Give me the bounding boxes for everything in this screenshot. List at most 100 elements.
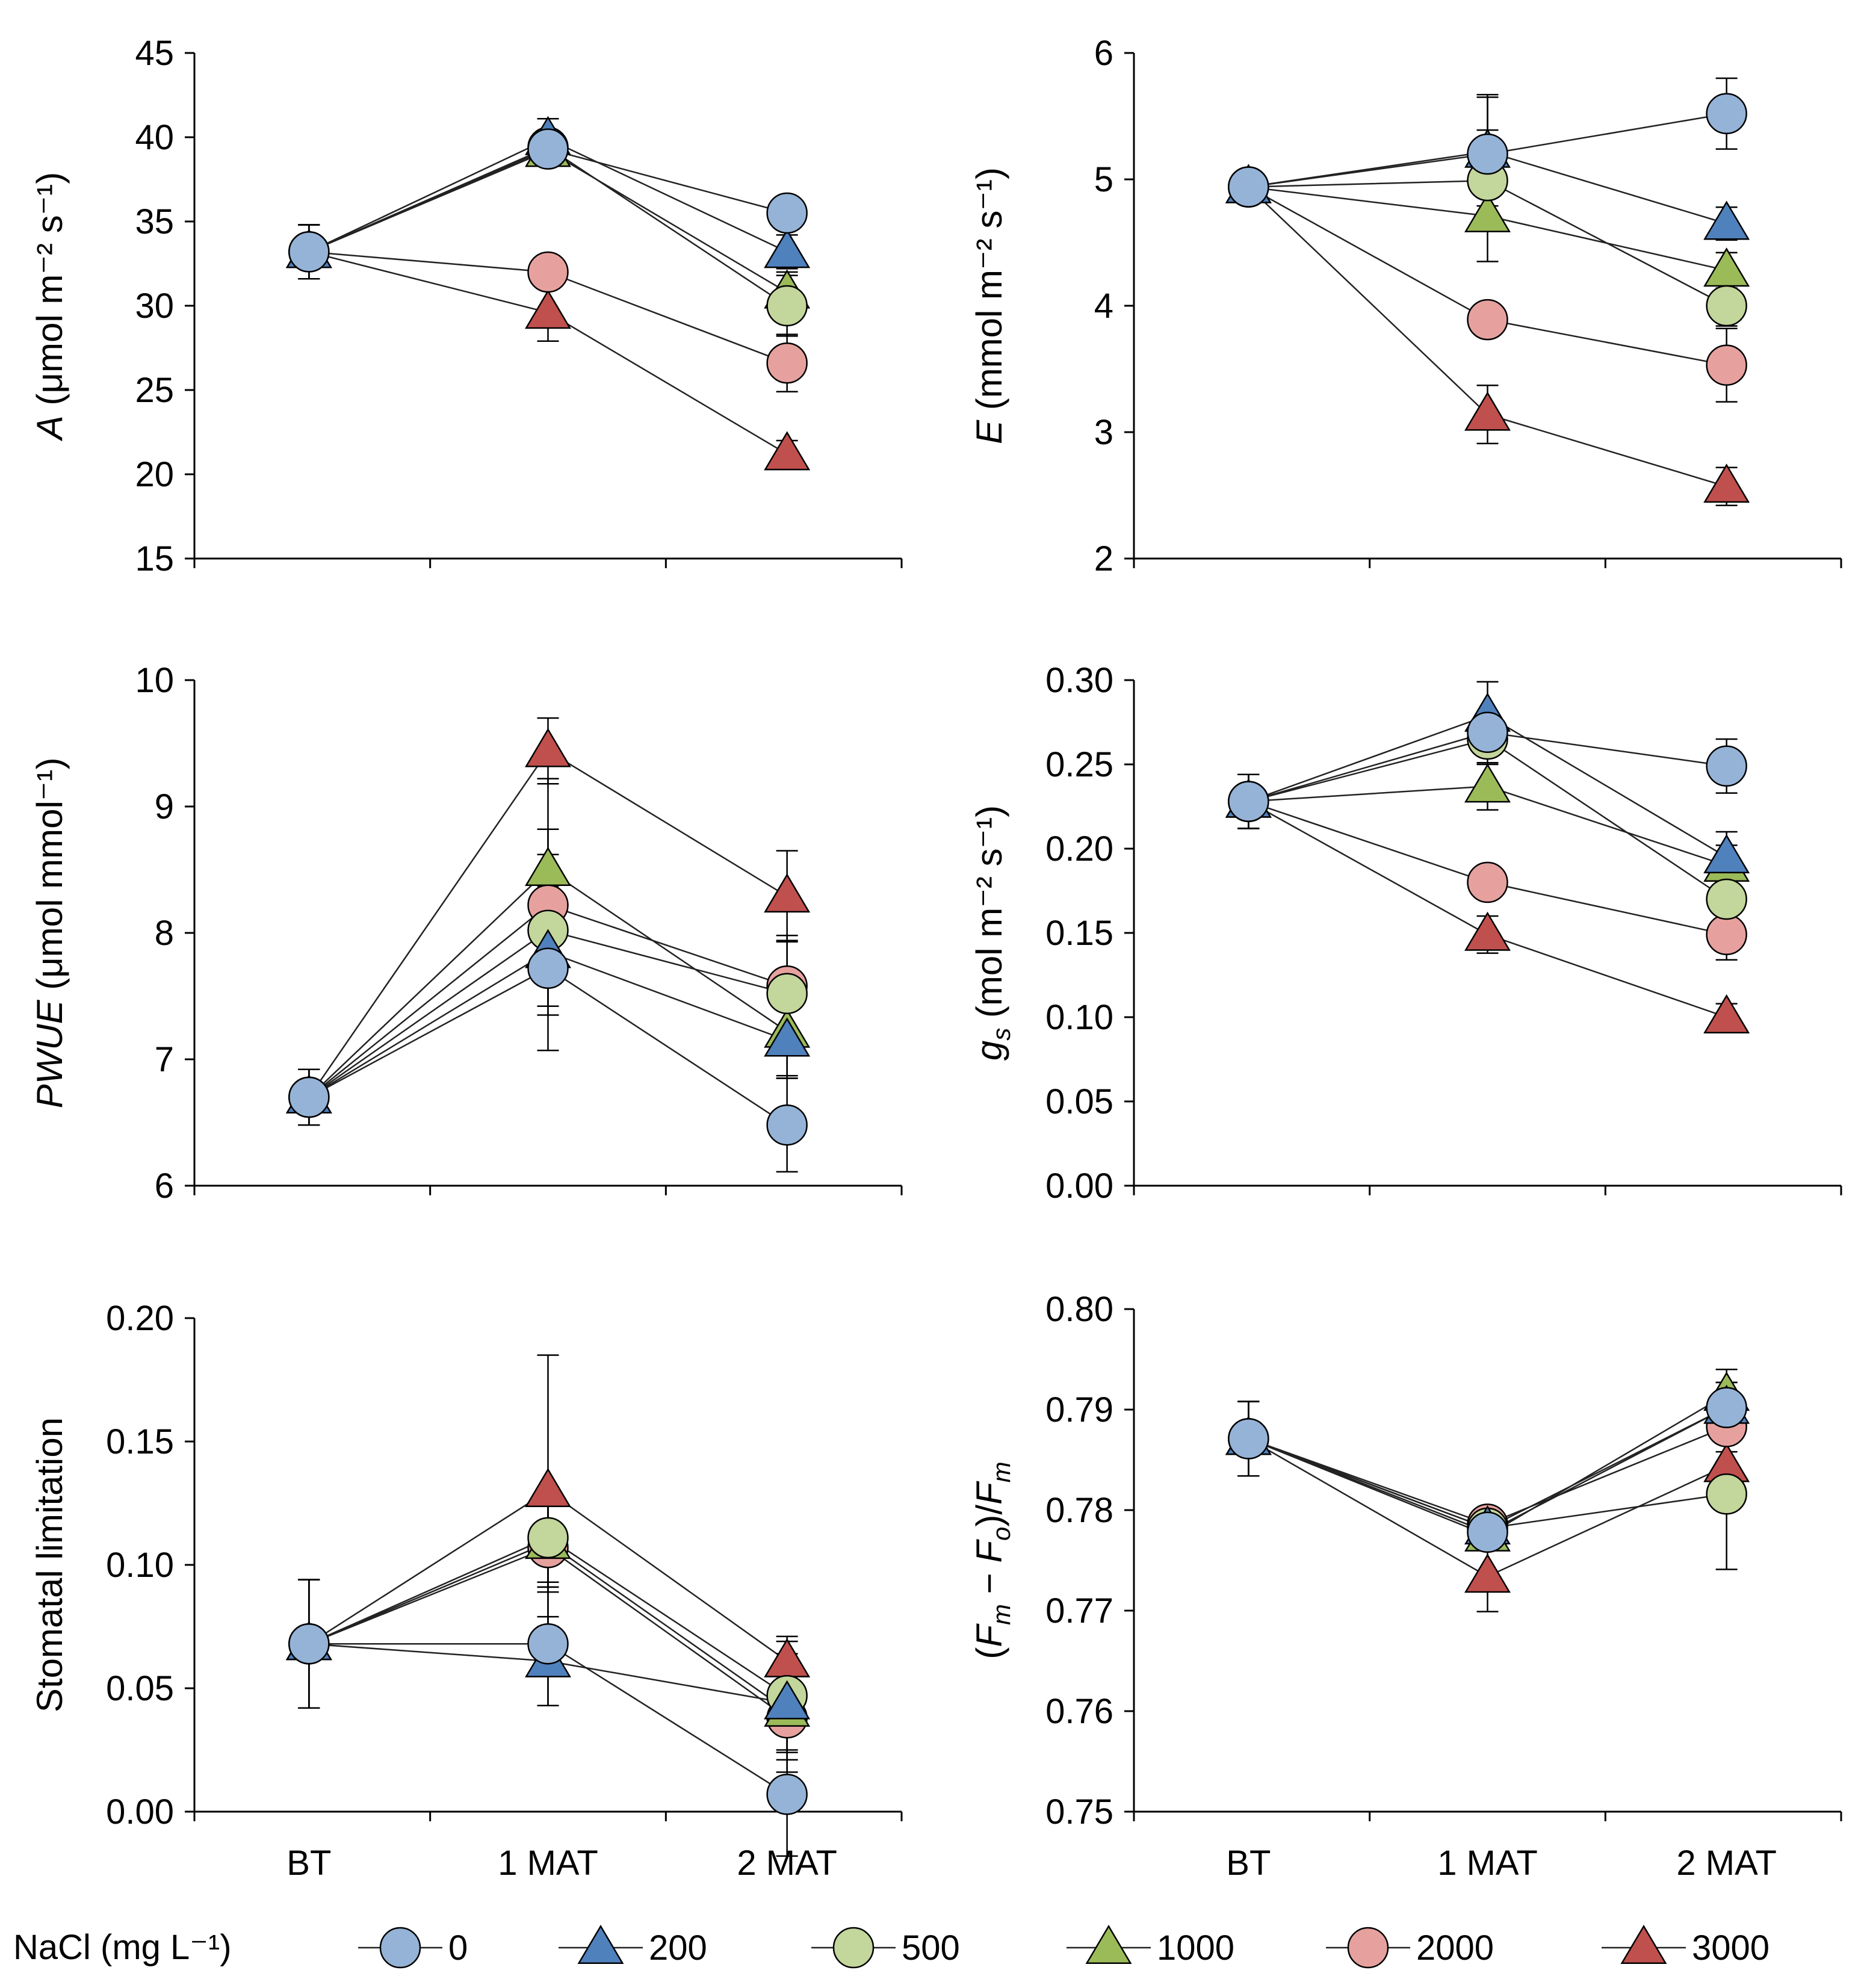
data-point-3000 xyxy=(1464,391,1511,431)
x-tick-label: 2 MAT xyxy=(1676,1844,1777,1883)
y-tick-label: 40 xyxy=(135,118,174,157)
data-point-0 xyxy=(766,192,808,234)
legend-item-3000: 3000 xyxy=(1602,1924,1770,1968)
data-point-0 xyxy=(288,1076,330,1118)
data-point-500 xyxy=(1706,878,1747,920)
data-point-200 xyxy=(764,1680,811,1720)
data-point-500 xyxy=(1706,1473,1747,1515)
data-point-3000 xyxy=(1464,1553,1511,1593)
legend-marker xyxy=(832,1927,875,1969)
y-tick-label: 20 xyxy=(135,455,174,494)
data-point-0 xyxy=(527,947,569,989)
legend-label: 3000 xyxy=(1692,1928,1770,1968)
data-point-3000 xyxy=(1703,463,1750,503)
data-point-3000 xyxy=(764,1638,811,1677)
legend: NaCl (mg L⁻¹) 0 200 500 1000 2000 3000 xyxy=(13,1924,1770,1969)
panel-gs: 0.00 0.05 0.10 0.15 0.20 0.25 0.30 gs​ (mol m⁻²… xyxy=(969,661,1842,1206)
data-point-3000 xyxy=(1464,911,1511,951)
y-tick-label: 0.25 xyxy=(1045,745,1113,784)
y-tick-label: 0.15 xyxy=(106,1422,174,1461)
y-tick-label: 6 xyxy=(1094,34,1113,73)
y-tick-label: 6 xyxy=(155,1166,174,1206)
data-point-0 xyxy=(1706,745,1747,787)
y-tick-label: 0.00 xyxy=(1045,1166,1113,1206)
y-tick-label: 0.76 xyxy=(1045,1692,1113,1731)
data-point-1000 xyxy=(525,846,571,886)
y-tick-label: 0.05 xyxy=(106,1669,174,1708)
y-axis-title: (Fm​ − Fo​)/Fm​ xyxy=(969,1461,1015,1659)
data-point-200 xyxy=(1703,834,1750,873)
legend-marker xyxy=(1347,1927,1389,1969)
y-axis-title: PWUE (μmol mmol⁻¹) xyxy=(29,758,70,1109)
y-tick-label: 0.15 xyxy=(1045,914,1113,953)
data-point-500 xyxy=(766,285,808,327)
legend-marker xyxy=(1085,1924,1132,1964)
x-tick-label: BT xyxy=(286,1844,331,1883)
panel-PWUE: 6 7 8 9 10 PWUE (μmol mmol⁻¹) xyxy=(29,661,903,1206)
data-point-3000 xyxy=(525,728,571,767)
y-tick-label: 0.00 xyxy=(106,1792,174,1832)
y-tick-label: 0.77 xyxy=(1045,1591,1113,1630)
y-tick-label: 15 xyxy=(135,539,174,578)
panel-A: 15 20 25 30 35 40 45 A (μmol m⁻² s⁻¹) xyxy=(29,34,903,578)
data-point-0 xyxy=(1467,1511,1508,1553)
data-point-3000 xyxy=(525,290,571,329)
data-point-200 xyxy=(764,1017,811,1057)
panel-FvFm: 0.75 0.76 0.77 0.78 0.79 0.80 BT 1 MAT 2 MAT (Fm​… xyxy=(969,1290,1842,1883)
data-point-2000 xyxy=(527,251,569,293)
y-tick-label: 5 xyxy=(1094,160,1113,199)
x-tick-label: 1 MAT xyxy=(498,1844,598,1883)
y-tick-label: 0.75 xyxy=(1045,1792,1113,1832)
y-tick-label: 2 xyxy=(1094,539,1113,578)
data-point-200 xyxy=(1703,200,1750,240)
data-point-3000 xyxy=(764,873,811,913)
y-tick-label: 7 xyxy=(155,1040,174,1079)
data-point-0 xyxy=(1228,781,1269,822)
data-point-2000 xyxy=(1467,299,1508,341)
legend-label: 500 xyxy=(902,1928,960,1968)
data-point-500 xyxy=(766,973,808,1015)
y-tick-label: 4 xyxy=(1094,286,1113,326)
y-tick-label: 0.78 xyxy=(1045,1491,1113,1530)
data-point-1000 xyxy=(1464,763,1511,803)
legend-item-1000: 1000 xyxy=(1067,1924,1234,1968)
y-tick-label: 3 xyxy=(1094,413,1113,452)
data-point-500 xyxy=(527,1517,569,1559)
data-point-0 xyxy=(766,1774,808,1815)
data-point-0 xyxy=(1467,133,1508,175)
y-axis-title: A (μmol m⁻² s⁻¹) xyxy=(29,172,70,442)
y-tick-label: 8 xyxy=(155,914,174,953)
data-point-0 xyxy=(1228,1418,1269,1460)
x-tick-label: BT xyxy=(1226,1844,1271,1883)
y-tick-label: 9 xyxy=(155,787,174,826)
data-point-1000 xyxy=(1464,193,1511,232)
y-tick-label: 0.20 xyxy=(1045,829,1113,869)
data-point-0 xyxy=(527,1623,569,1665)
data-point-2000 xyxy=(1706,914,1747,956)
data-point-200 xyxy=(764,229,811,268)
legend-title: NaCl (mg L⁻¹) xyxy=(13,1928,232,1967)
legend-item-0: 0 xyxy=(358,1927,468,1969)
legend-label: 2000 xyxy=(1416,1928,1494,1968)
y-axis-title: gs​ (mol m⁻² s⁻¹) xyxy=(969,805,1015,1061)
y-axis-title: Stomatal limitation xyxy=(29,1417,70,1712)
data-point-0 xyxy=(288,231,330,273)
data-point-0 xyxy=(1467,711,1508,754)
y-tick-label: 0.80 xyxy=(1045,1290,1113,1329)
data-point-3000 xyxy=(525,1467,571,1507)
data-point-2000 xyxy=(1467,861,1508,903)
data-point-0 xyxy=(288,1623,330,1665)
y-axis-title: E (mmol m⁻² s⁻¹) xyxy=(969,167,1009,444)
legend-item-2000: 2000 xyxy=(1326,1927,1494,1969)
legend-marker xyxy=(1620,1924,1667,1964)
y-tick-label: 0.05 xyxy=(1045,1082,1113,1121)
legend-marker xyxy=(379,1927,421,1969)
data-point-3000 xyxy=(1703,994,1750,1033)
data-point-0 xyxy=(1706,1387,1747,1428)
legend-label: 200 xyxy=(649,1928,707,1968)
y-tick-label: 0.10 xyxy=(1045,998,1113,1037)
data-point-0 xyxy=(527,128,569,170)
legend-item-200: 200 xyxy=(559,1924,707,1968)
